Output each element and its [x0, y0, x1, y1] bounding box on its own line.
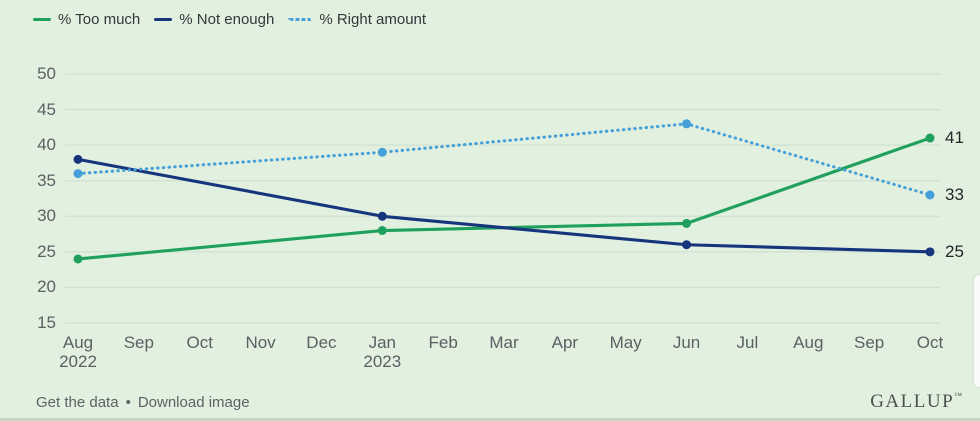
legend-line-swatch-green	[33, 18, 51, 21]
y-tick-label: 45	[37, 99, 56, 119]
data-point	[925, 133, 935, 143]
data-point	[925, 190, 935, 200]
download-image-link[interactable]: Download image	[137, 394, 250, 411]
x-tick-label: Jul	[736, 333, 759, 352]
y-tick-label: 40	[37, 135, 56, 155]
y-tick-label: 50	[37, 64, 56, 83]
y-tick-label: 35	[37, 170, 56, 190]
chart-legend: % Too much % Not enough % Right amount	[33, 11, 426, 28]
series-line-1	[76, 157, 932, 254]
y-tick-label: 25	[37, 241, 56, 261]
x-tick-label: Sep	[123, 333, 154, 352]
legend-label: % Not enough	[179, 11, 275, 28]
x-tick-label: Sep	[854, 333, 885, 352]
data-point	[682, 218, 692, 228]
legend-label: % Right amount	[319, 11, 427, 28]
series-line-2	[76, 122, 932, 197]
legend-line-swatch-navy	[154, 18, 173, 21]
legend-item-not-enough: % Not enough	[154, 11, 274, 28]
x-tick-label: Feb	[428, 333, 458, 352]
data-point	[377, 211, 387, 221]
window-bottom-edge	[0, 418, 980, 421]
end-value-label: 33	[945, 184, 964, 204]
x-tick-label: Nov	[245, 333, 276, 352]
x-tick-label: Mar	[489, 333, 519, 352]
scrollbar-thumb[interactable]	[974, 275, 980, 387]
footer-links: Get the data • Download image	[36, 394, 250, 411]
data-point	[73, 154, 83, 164]
x-tick-label: Oct	[186, 333, 213, 352]
series-line-0	[76, 136, 932, 261]
data-point	[682, 240, 692, 250]
data-point	[682, 119, 692, 129]
gallup-logo: GALLUP™	[870, 391, 962, 412]
get-the-data-link[interactable]: Get the data	[36, 394, 119, 411]
x-tick-label: Jan 2023	[363, 333, 402, 371]
links-separator: •	[125, 394, 131, 411]
y-tick-label: 15	[37, 313, 56, 332]
legend-item-right-amount: % Right amount	[288, 11, 426, 28]
data-point	[377, 147, 387, 157]
legend-label: % Too much	[58, 11, 141, 28]
end-value-label: 41	[945, 128, 964, 148]
legend-item-too-much: % Too much	[33, 11, 140, 28]
x-tick-label: Aug	[793, 333, 824, 352]
x-tick-label: Dec	[306, 333, 337, 352]
y-tick-label: 30	[37, 206, 56, 226]
x-tick-label: Jun	[672, 333, 701, 352]
trademark-mark: ™	[954, 391, 962, 400]
x-tick-label: Oct	[916, 333, 944, 352]
end-value-label: 25	[945, 241, 964, 261]
y-tick-label: 20	[37, 277, 56, 297]
x-tick-label: Apr	[551, 333, 579, 352]
data-point	[377, 226, 387, 236]
data-point	[73, 169, 83, 179]
x-tick-label: Aug 2022	[59, 333, 97, 371]
x-tick-label: May	[609, 333, 642, 352]
data-point	[73, 254, 83, 264]
legend-dotted-swatch-blue	[288, 18, 313, 21]
data-point	[925, 247, 935, 257]
